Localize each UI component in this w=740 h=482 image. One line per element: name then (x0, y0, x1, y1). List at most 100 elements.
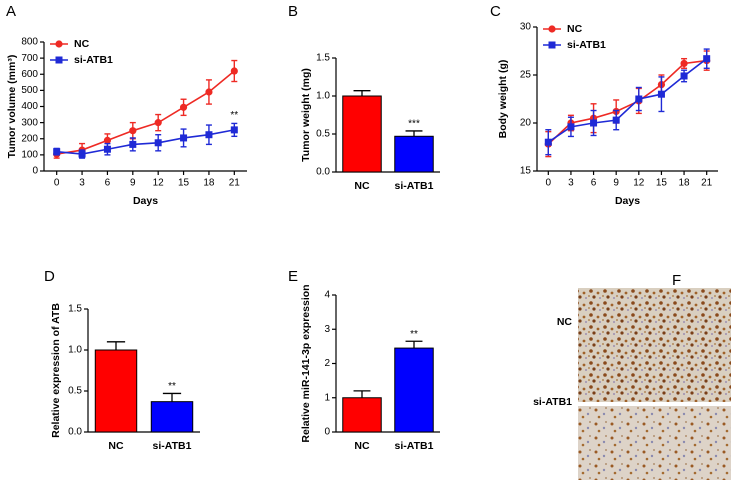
panel-letter: F (672, 272, 681, 289)
x-tick-label: 12 (633, 178, 645, 189)
marker (154, 139, 162, 147)
marker (180, 134, 188, 142)
bar (342, 95, 382, 173)
y-tick-label: 0.0 (316, 167, 330, 178)
legend-marker (548, 25, 556, 33)
marker (129, 140, 137, 148)
y-tick-label: 800 (21, 37, 38, 48)
marker (590, 119, 598, 127)
marker (635, 95, 643, 103)
x-tick-label: NC (354, 180, 370, 192)
bar (150, 401, 194, 433)
y-tick-label: 1.0 (68, 345, 82, 356)
y-tick-label: 200 (21, 133, 38, 144)
row-label: NC (557, 316, 573, 328)
series-line (547, 58, 708, 143)
x-tick-label: 0 (546, 178, 552, 189)
y-tick-label: 1.5 (316, 53, 330, 64)
y-axis-title: Tumor volume (mm³) (6, 55, 18, 159)
x-tick-label: 21 (229, 178, 241, 189)
x-axis-title: Days (133, 195, 158, 207)
y-tick-label: 100 (21, 150, 38, 161)
y-tick-label: 15 (520, 166, 532, 177)
y-tick-label: 700 (21, 53, 38, 64)
y-axis-title: Relative miR-141-3p expression (300, 284, 312, 442)
legend-label: NC (567, 23, 583, 35)
y-tick-label: 1 (324, 392, 330, 403)
panel-letter: E (288, 268, 298, 285)
x-tick-label: 3 (79, 178, 85, 189)
marker (230, 126, 238, 134)
y-tick-label: 0.0 (68, 427, 82, 438)
marker (179, 103, 188, 111)
x-tick-label: 18 (203, 178, 215, 189)
marker (205, 131, 213, 139)
ihc-image (578, 288, 731, 402)
panel-letter: A (6, 3, 16, 20)
y-tick-label: 500 (21, 85, 38, 96)
x-tick-label: NC (108, 440, 124, 452)
y-tick-label: 0 (32, 166, 38, 177)
bar (394, 135, 434, 173)
legend-marker (548, 41, 556, 49)
x-tick-label: 12 (153, 178, 165, 189)
ihc-image (578, 406, 731, 480)
marker (703, 55, 711, 63)
y-tick-label: 25 (520, 70, 532, 81)
x-tick-label: 6 (591, 178, 597, 189)
marker (129, 127, 137, 135)
marker (544, 138, 552, 146)
marker (230, 67, 238, 75)
legend-marker (55, 56, 63, 64)
marker (78, 150, 86, 158)
x-tick-label: 15 (178, 178, 190, 189)
x-tick-label: NC (354, 440, 370, 452)
y-tick-label: 300 (21, 117, 38, 128)
y-tick-label: 0.5 (316, 129, 330, 140)
y-tick-label: 0 (324, 427, 330, 438)
panel-letter: C (490, 3, 501, 20)
panel-letter: B (288, 3, 298, 20)
x-tick-label: 21 (701, 178, 713, 189)
marker (612, 116, 620, 124)
x-tick-label: 3 (568, 178, 574, 189)
panel-letter: D (44, 268, 55, 285)
y-axis-title: Body weight (g) (497, 60, 509, 139)
y-tick-label: 30 (520, 22, 532, 33)
marker (53, 148, 61, 156)
y-tick-label: 1.5 (68, 304, 82, 315)
row-label: si-ATB1 (533, 396, 572, 408)
marker (154, 119, 162, 127)
y-tick-label: 2 (324, 358, 330, 369)
x-tick-label: 0 (54, 178, 60, 189)
x-tick-label: si-ATB1 (395, 440, 434, 452)
x-tick-label: si-ATB1 (153, 440, 192, 452)
y-axis-title: Relative expression of ATB (50, 303, 62, 438)
marker (680, 72, 688, 80)
series-line (56, 70, 235, 155)
bar (342, 397, 382, 433)
x-tick-label: si-ATB1 (395, 180, 434, 192)
series-line (547, 59, 707, 145)
y-tick-label: 20 (520, 118, 532, 129)
marker (567, 123, 575, 131)
significance: ** (410, 329, 418, 340)
y-tick-label: 4 (324, 290, 330, 301)
y-tick-label: 1.0 (316, 91, 330, 102)
x-tick-label: 9 (613, 178, 619, 189)
y-tick-label: 3 (324, 324, 330, 335)
marker (205, 88, 213, 96)
marker (657, 90, 665, 98)
bar (94, 349, 138, 433)
x-axis-title: Days (615, 195, 640, 207)
significance: ** (230, 110, 238, 121)
marker (103, 145, 111, 153)
y-axis-title: Tumor weight (mg) (300, 68, 312, 162)
legend-label: NC (74, 38, 90, 50)
y-tick-label: 600 (21, 69, 38, 80)
marker (103, 136, 112, 144)
legend-label: si-ATB1 (567, 39, 606, 51)
y-tick-label: 400 (21, 101, 38, 112)
image-panel: F NC si-ATB1 (533, 272, 731, 480)
